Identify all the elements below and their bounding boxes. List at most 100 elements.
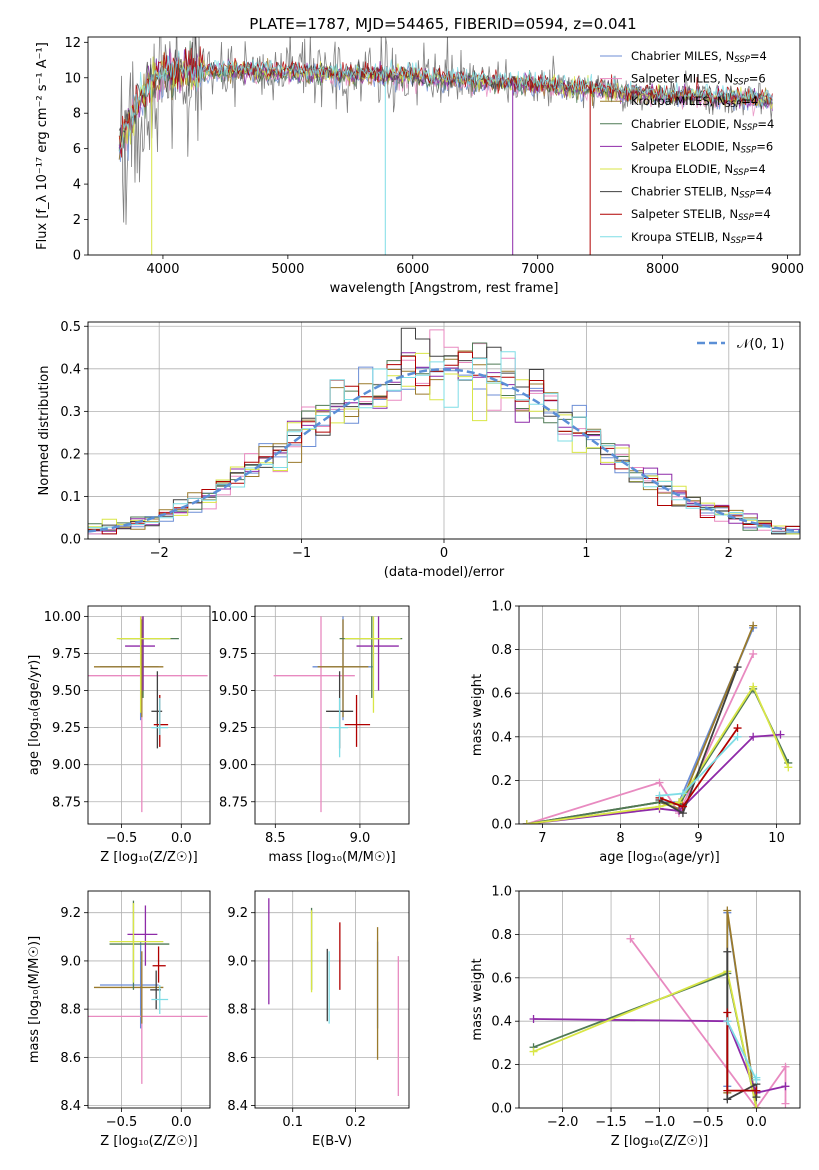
axes-frame <box>87 36 801 256</box>
weight-marker <box>781 1099 790 1108</box>
plot-area <box>88 616 208 813</box>
x-tick-label: 9 <box>694 831 702 846</box>
x-axis-label: Z [log₁₀(Z/Z☉)] <box>100 850 197 865</box>
y-tick-label: 9.00 <box>52 758 81 773</box>
x-axis-label: (data-model)/error <box>384 565 505 580</box>
y-tick-label: 8.75 <box>52 795 81 810</box>
y-tick-label: 6 <box>73 142 81 157</box>
y-tick-label: 2 <box>73 213 81 228</box>
legend-subscript: SSP <box>731 236 747 246</box>
legend-label: Salpeter STELIB, NSSP=4 <box>631 207 771 223</box>
plot-area <box>522 621 793 824</box>
legend-count: =4 <box>755 185 772 199</box>
weight-marker <box>752 1104 761 1108</box>
legend-subscript: SSP <box>734 55 750 65</box>
x-tick-label: 0.0 <box>746 1115 767 1130</box>
weight-marker <box>752 1073 761 1082</box>
y-tick-label: 9.75 <box>52 647 81 662</box>
histogram-step <box>88 329 800 535</box>
x-axis-label: Z [log₁₀(Z/Z☉)] <box>611 1134 708 1149</box>
y-tick-label: 12 <box>64 36 81 51</box>
x-tick-label: 4000 <box>146 262 179 277</box>
axes-frame <box>254 890 410 1109</box>
legend-subscript: SSP <box>741 145 757 155</box>
weight-marker <box>749 621 758 630</box>
y-tick-label: 0.0 <box>60 533 81 548</box>
legend-count: =4 <box>750 49 767 63</box>
chart-mass-vs-EBV: 0.1 0.2 8.4 8.6 8.8 9.0 9.2 E(B-V) <box>227 890 410 1149</box>
y-tick-label: 9.75 <box>219 647 248 662</box>
weight-marker <box>678 802 687 811</box>
legend-label: Kroupa ELODIE, NSSP=4 <box>631 162 766 178</box>
y-tick-label: 9.2 <box>60 906 81 921</box>
legend-count: =6 <box>756 139 773 153</box>
y-axis-label: age [log₁₀(age/yr)] <box>27 655 42 776</box>
plot-area <box>529 906 790 1108</box>
y-axis-label: Flux [f_λ 10⁻¹⁷ erg cm⁻² s⁻¹ A⁻¹] <box>35 42 50 250</box>
grid-lines <box>88 606 210 824</box>
x-axis-label: Z [log₁₀(Z/Z☉)] <box>100 1134 197 1149</box>
y-tick-label: 0.0 <box>491 818 512 833</box>
histogram-step <box>88 327 800 535</box>
y-axis-label: mass [log₁₀(M/M☉)] <box>27 936 42 1063</box>
weight-marker <box>655 778 664 787</box>
x-tick-label: 0 <box>440 546 448 561</box>
x-axis-label: wavelength [Angstrom, rest frame] <box>330 281 559 296</box>
legend-label: Salpeter MILES, NSSP=6 <box>631 72 766 88</box>
x-tick-label: 7 <box>538 831 546 846</box>
y-tick-label: 0.8 <box>491 928 512 943</box>
grid-lines <box>255 606 409 824</box>
y-tick-label: 0.2 <box>60 447 81 462</box>
y-tick-label: 1.0 <box>491 885 512 900</box>
legend: 𝒩(0, 1) <box>697 337 784 352</box>
legend-label: 𝒩(0, 1) <box>737 337 784 352</box>
weight-marker <box>749 649 758 658</box>
chart-mass-vs-Z: −0.5 0.0 8.4 8.6 8.8 9.0 9.2 Z [log₁₀(Z/Z☉)] mas… <box>27 890 211 1149</box>
y-tick-label: 0.2 <box>491 1058 512 1073</box>
weight-marker <box>752 1086 761 1095</box>
weight-marker <box>723 1086 732 1095</box>
x-tick-label: −2.0 <box>547 1115 579 1130</box>
legend-label: Salpeter ELODIE, NSSP=6 <box>631 139 773 155</box>
y-tick-label: 0.5 <box>60 320 81 335</box>
weight-marker <box>723 906 732 915</box>
y-tick-label: 0.2 <box>491 774 512 789</box>
x-tick-label: 0.1 <box>282 1115 303 1130</box>
chart-age-vs-mass: 8.5 9.0 8.75 9.00 9.25 9.50 9.75 10.00 mass [log… <box>211 605 410 865</box>
axes-frame <box>518 605 801 825</box>
y-tick-label: 10.00 <box>211 610 248 625</box>
legend-count: =4 <box>746 230 763 244</box>
x-tick-label: 0.0 <box>171 1115 192 1130</box>
x-tick-label: 0.2 <box>345 1115 366 1130</box>
x-tick-label: −0.5 <box>692 1115 724 1130</box>
legend-label: Chabrier MILES, NSSP=4 <box>631 49 767 65</box>
x-tick-label: 9000 <box>771 262 804 277</box>
legend-subscript: SSP <box>733 168 749 178</box>
legend-label: Kroupa STELIB, NSSP=4 <box>631 230 763 246</box>
x-tick-label: −1 <box>292 546 311 561</box>
weight-marker <box>626 934 635 943</box>
y-tick-label: 9.25 <box>52 721 81 736</box>
legend: Chabrier MILES, NSSP=4 Salpeter MILES, NS… <box>600 49 774 246</box>
legend-count: =4 <box>749 162 766 176</box>
y-tick-label: 0.4 <box>491 1015 512 1030</box>
y-tick-label: 8 <box>73 107 81 122</box>
chart-residuals: −2 −1 0 1 2 0.0 0.1 0.2 0.3 0.4 0.5 (data-model)/er… <box>37 320 801 580</box>
weight-marker <box>781 1082 790 1091</box>
grid-lines <box>255 891 409 1108</box>
plot-area <box>268 898 399 1096</box>
weight-line <box>533 1018 786 1094</box>
legend-count: =4 <box>741 94 758 108</box>
weight-marker <box>781 1062 790 1071</box>
y-tick-label: 8.8 <box>60 1003 81 1018</box>
y-tick-label: 9.50 <box>52 684 81 699</box>
axes-frame <box>518 890 801 1109</box>
weight-marker <box>723 947 732 956</box>
y-tick-label: 10.00 <box>44 610 81 625</box>
weight-marker <box>723 1095 732 1104</box>
legend-subscript: SSP <box>738 213 754 223</box>
axes-frame <box>87 890 211 1109</box>
x-tick-label: 5000 <box>271 262 304 277</box>
y-tick-label: 4 <box>73 178 81 193</box>
